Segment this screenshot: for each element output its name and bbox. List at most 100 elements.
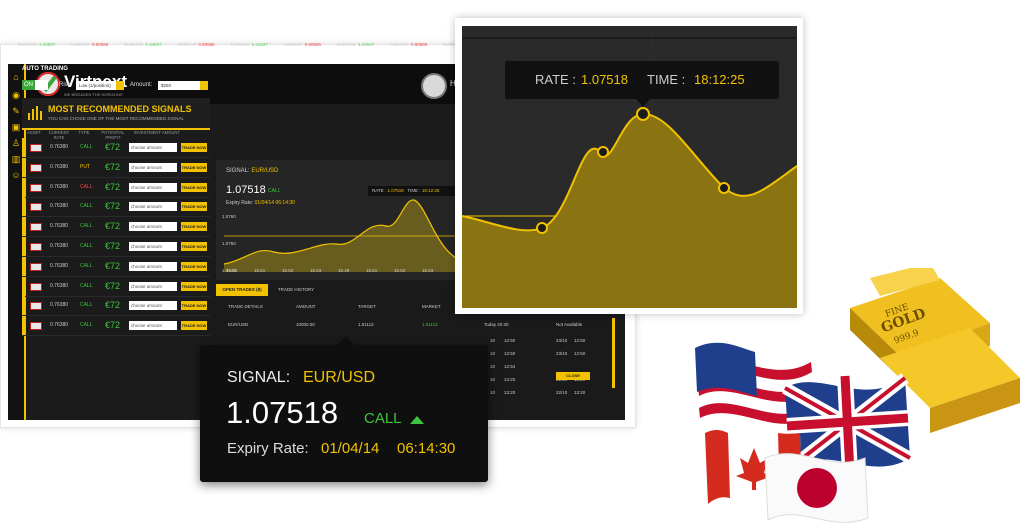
row-rate: 0.76380 [50,322,69,329]
trade-now-button[interactable]: TRADE NOW [181,162,207,172]
card-signal-label: SIGNAL: [227,369,291,386]
amount-select[interactable]: choose amount [129,182,177,192]
y-tick: 1.0760 [222,214,236,219]
amount-select[interactable]: $250 [158,81,208,90]
tab-trade-history[interactable]: TRADE HISTORY [277,287,315,292]
briefcase-icon[interactable]: ▣ [11,122,21,132]
row-rate: 0.76380 [50,302,69,309]
row-type: PUT [80,163,90,170]
flag-icon [30,302,42,311]
trade-market: 1.51112 [422,322,438,327]
amount-select[interactable]: choose amount [129,301,177,311]
trade-now-button[interactable]: TRADE NOW [181,281,207,291]
row-accent [22,256,25,276]
trade-now-button[interactable]: TRADE NOW [181,321,207,331]
mini-rate: 1.07518 [226,184,266,196]
row-rate: 0.76380 [50,223,69,230]
user-icon[interactable]: ♙ [11,138,21,148]
row-profit: €72 [105,320,121,331]
ticker-pair: EURUSD [336,42,356,47]
trade-row-time: 13:20 [504,377,516,382]
mini-tip-rate-label: RATE : [372,188,387,193]
amount-select[interactable]: choose amount [129,143,177,152]
amount-select[interactable]: choose amount [129,162,177,172]
chart-point[interactable] [536,222,548,234]
row-accent [22,177,25,197]
scrollbar[interactable] [612,318,615,388]
zoom-tooltip [505,61,779,99]
row-profit: €72 [105,142,121,152]
row-profit: €72 [105,161,121,172]
flag-icon [30,262,42,271]
trade-now-button[interactable]: TRADE NOW [181,242,207,251]
amount-select[interactable]: choose amount [129,242,177,251]
japan-flag [764,453,869,523]
ticker-pair: EURUSD [230,42,250,47]
mini-expiry: Expiry Rate: 01/04/14 06:14:30 [226,200,295,206]
y-tick: 1.0750 [222,241,236,246]
ticker-pair: USDCHF [283,42,303,47]
support-icon[interactable]: ☺ [11,170,21,180]
row-type: CALL [80,203,93,210]
auto-trading-toggle[interactable]: ON [22,80,48,90]
trade-row-time2: 12:50 [574,338,586,343]
x-tick: 15.52 [282,268,294,273]
signal-row: 0.76380 CALL €72 choose amount TRADE NOW [22,197,210,218]
ticker-item: USDCHF 0.90586 [390,42,435,47]
brand-tagline: WE BROADEN THE HORIZONS [64,92,123,97]
trade-now-button[interactable]: TRADE NOW [181,143,207,152]
risk-select[interactable]: Low (1/position) [76,81,124,90]
amount-select[interactable]: choose amount [129,321,177,331]
close-trade-button[interactable]: CLOSE [556,372,590,380]
signal-row: 0.76380 CALL €72 choose amount TRADE NOW [22,296,210,317]
mini-expiry-time: 06:14:30 [275,200,295,206]
row-accent [22,157,25,177]
trade-target: 1.51112 [358,322,374,327]
trade-now-button[interactable]: TRADE NOW [181,182,207,192]
mini-tip-time: 18:12:25 [421,188,440,193]
chart-point[interactable] [597,146,609,158]
amount-select[interactable]: choose amount [129,281,177,291]
avatar[interactable] [421,73,447,99]
trade-now-button[interactable]: TRADE NOW [181,202,207,212]
amount-select[interactable]: choose amount [129,202,177,212]
row-accent [22,276,25,296]
trade-now-button[interactable]: TRADE NOW [181,301,207,311]
signal-icon[interactable]: ◉ [12,90,20,100]
flag-icon [30,183,42,192]
ticker-pair: EURUSD [443,42,463,47]
home-icon[interactable]: ⌂ [13,72,19,82]
sidebar: ⌂ ◉ ✎ ▣ ♙ ▥ ☺ [8,64,26,420]
trade-row-time: 12:50 [504,351,516,356]
row-profit: €72 [105,221,121,232]
col-profit: POTENTIAL PROFIT [101,130,125,140]
row-profit: €72 [105,241,121,251]
chart-point[interactable] [636,107,650,121]
row-rate: 0.76380 [50,282,69,289]
amount-select[interactable]: choose amount [129,261,177,271]
col-rate: CURRENT RATE [48,130,70,140]
row-type: CALL [80,223,93,230]
trade-now-button[interactable]: TRADE NOW [181,222,207,232]
row-type: CALL [80,183,93,190]
x-tick: 15.51 [366,268,378,273]
row-accent [22,197,25,217]
col-amount: AMOUNT [296,304,316,309]
mini-tip-time-label: TIME : [407,188,421,193]
amount-select[interactable]: choose amount [129,222,177,232]
x-tick: 15.52 [394,268,406,273]
trade-now-button[interactable]: TRADE NOW [181,261,207,271]
chart-point[interactable] [718,182,730,194]
flag-icon [30,163,42,172]
edit-icon[interactable]: ✎ [12,106,20,116]
arrow-up-icon [410,416,424,424]
card-rate: 1.07518 [226,395,339,430]
building-icon[interactable]: ▥ [11,154,21,164]
row-type: CALL [80,144,93,150]
trade-row-date: 10 [490,338,496,343]
zoom-time-value: 18:12:25 [694,72,745,87]
signal-row: 0.76380 PUT €72 choose amount TRADE NOW [22,157,210,178]
amount-label: Amount: [130,82,153,88]
tab-open-trades[interactable]: OPEN TRADES (8) [216,284,268,296]
row-profit: €72 [105,181,121,192]
